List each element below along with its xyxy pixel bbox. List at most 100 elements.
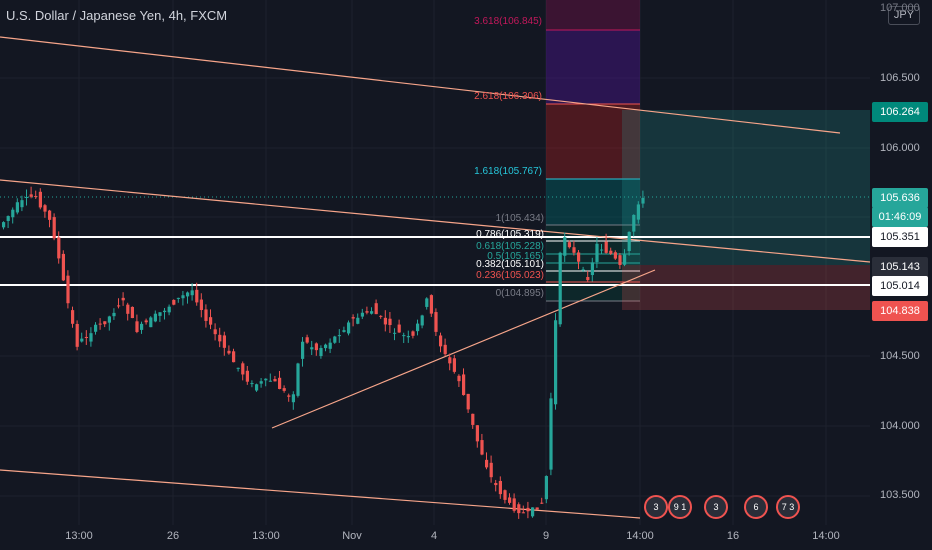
candle-body xyxy=(15,202,19,213)
candle-body xyxy=(475,425,479,442)
economic-event-icon[interactable]: 3 xyxy=(644,495,668,519)
candle-body xyxy=(158,312,162,316)
price-tick: 106.000 xyxy=(880,142,920,154)
candle-body xyxy=(521,512,525,514)
candle-body xyxy=(259,381,263,384)
candle-body xyxy=(80,338,84,342)
last-price-tag: 105.636 xyxy=(872,188,928,208)
candle-body xyxy=(199,299,203,311)
fib-label: 0.618(105.228) xyxy=(476,241,544,252)
economic-event-icon[interactable]: 6 xyxy=(744,495,768,519)
candle-body xyxy=(374,303,378,315)
price-tick: 104.500 xyxy=(880,350,920,362)
symbol-title[interactable]: U.S. Dollar / Japanese Yen, 4h, FXCM xyxy=(6,8,228,23)
candle-body xyxy=(130,306,134,319)
candle-body xyxy=(43,205,47,212)
candle-body xyxy=(268,380,272,382)
candle-body xyxy=(425,298,429,307)
candle-body xyxy=(613,252,617,259)
candle-body xyxy=(416,323,420,332)
entry-price-tag: 105.143 xyxy=(872,257,928,277)
candle-body xyxy=(314,343,318,351)
candle-body xyxy=(324,344,328,349)
candle-body xyxy=(186,292,190,297)
candle-body xyxy=(291,394,295,403)
candle-body xyxy=(2,222,6,228)
economic-event-icon[interactable]: 7 3 xyxy=(776,495,800,519)
time-label: 4 xyxy=(430,530,438,542)
candle-body xyxy=(420,315,424,326)
candle-body xyxy=(66,275,70,304)
candle-body xyxy=(549,398,553,470)
candle-body xyxy=(227,350,231,354)
candle-body xyxy=(356,317,360,324)
long-position-tool[interactable] xyxy=(622,110,870,310)
candle-body xyxy=(581,269,585,271)
candle-body xyxy=(411,331,415,336)
candle-body xyxy=(218,334,222,342)
candle-body xyxy=(494,483,498,486)
candle-body xyxy=(618,255,622,266)
candle-body xyxy=(149,317,153,328)
candle-body xyxy=(245,370,249,382)
candle-body xyxy=(172,299,176,305)
economic-event-icon[interactable]: 9 1 xyxy=(668,495,692,519)
candle-body xyxy=(301,341,305,359)
candle-body xyxy=(232,351,236,363)
horizontal-line-price-tag: 105.014 xyxy=(872,276,928,296)
candle-body xyxy=(347,322,351,334)
candle-body xyxy=(11,209,15,218)
target-price-tag: 106.264 xyxy=(872,102,928,122)
candle-body xyxy=(328,342,332,349)
candle-body xyxy=(448,357,452,364)
candle-body xyxy=(126,304,130,314)
candle-body xyxy=(38,191,42,208)
candle-body xyxy=(636,204,640,220)
fib-extension-zones[interactable] xyxy=(546,0,640,302)
time-label: 13:00 xyxy=(252,530,280,542)
candle-body xyxy=(84,336,88,338)
fib-label: 0(104.895) xyxy=(495,288,544,299)
candle-body xyxy=(71,310,75,324)
time-label: Nov xyxy=(342,530,362,542)
time-label: 14:00 xyxy=(626,530,654,542)
candle-body xyxy=(600,249,604,251)
candle-body xyxy=(471,413,475,425)
candle-body xyxy=(462,374,466,396)
candle-body xyxy=(121,297,125,301)
candle-body xyxy=(241,363,245,375)
time-label: 16 xyxy=(726,530,740,542)
candle-body xyxy=(255,384,259,391)
candle-body xyxy=(406,336,410,338)
candle-body xyxy=(393,332,397,334)
candle-body xyxy=(535,507,539,510)
candle-body xyxy=(429,295,433,314)
candle-body xyxy=(439,335,443,347)
candle-body xyxy=(590,262,594,276)
candle-body xyxy=(89,333,93,342)
candle-body xyxy=(209,317,213,325)
candle-body xyxy=(144,320,148,323)
candle-body xyxy=(517,504,521,514)
candle-body xyxy=(213,329,217,335)
fib-label: 1.618(105.767) xyxy=(474,166,542,177)
candle-body xyxy=(94,324,98,332)
candle-body xyxy=(140,323,144,330)
candle-body xyxy=(48,210,52,220)
candle-body xyxy=(98,323,102,325)
candle-body xyxy=(457,375,461,382)
candle-body xyxy=(360,312,364,317)
currency-button[interactable]: JPY xyxy=(888,6,920,25)
bar-countdown: 01:46:09 xyxy=(872,207,928,227)
candle-body xyxy=(25,196,29,198)
horizontal-line-price-tag: 105.351 xyxy=(872,227,928,247)
candle-body xyxy=(250,383,254,385)
candle-body xyxy=(296,363,300,396)
candle-body xyxy=(627,231,631,251)
economic-event-icon[interactable]: 3 xyxy=(704,495,728,519)
candle-body xyxy=(365,311,369,313)
candle-body xyxy=(485,459,489,468)
candle-body xyxy=(61,253,65,281)
candle-body xyxy=(480,440,484,455)
